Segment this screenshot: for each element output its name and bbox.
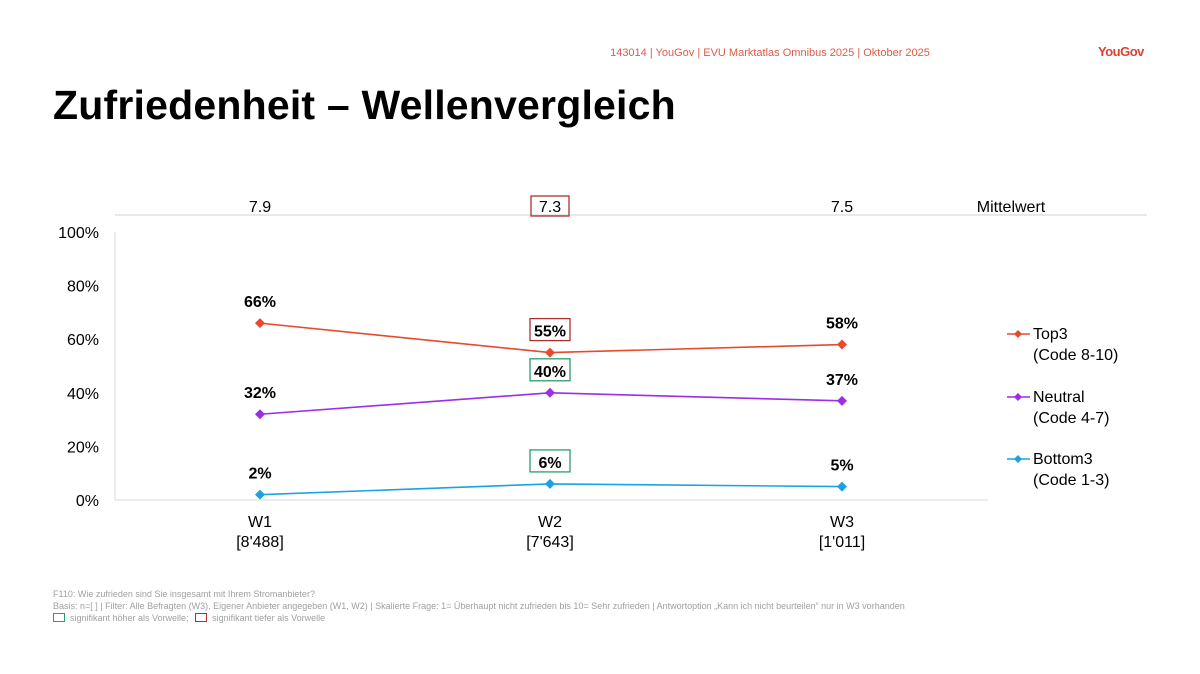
data-label-highlight-frame [529, 449, 571, 473]
data-label-top3-w1: 66% [244, 294, 276, 311]
data-label-highlight-frame [529, 317, 571, 342]
x-category-w3: W3 [830, 514, 854, 531]
significance-higher-box [53, 613, 65, 622]
significance-higher-label: signifikant höher als Vorwelle; [70, 613, 189, 623]
data-label-top3-w2: 55% [534, 324, 566, 341]
significance-lower-box [195, 613, 208, 622]
y-tick-label: 100% [58, 225, 99, 242]
yougov-logo: YouGov [1098, 44, 1144, 59]
mean-value-w1: 7.9 [249, 199, 271, 216]
data-label-neutral-w1: 32% [244, 385, 276, 402]
mean-highlight-frame [530, 195, 570, 217]
y-tick-label: 40% [67, 386, 99, 403]
legend-name-neutral: Neutral [1033, 389, 1085, 406]
legend-code-neutral: (Code 4-7) [1033, 410, 1109, 427]
legend-marker-bottom3 [1014, 455, 1022, 463]
significance-lower-label: signifikant tiefer als Vorwelle [212, 613, 326, 623]
data-label-neutral-w2: 40% [534, 364, 566, 381]
data-point-bottom3-w1 [255, 489, 265, 500]
legend-name-bottom3: Bottom3 [1033, 451, 1093, 468]
legend-marker-neutral [1014, 393, 1022, 401]
legend-name-top3: Top3 [1033, 326, 1068, 343]
data-label-bottom3-w1: 2% [248, 466, 271, 483]
mean-label: Mittelwert [977, 199, 1046, 216]
data-label-top3-w3: 58% [826, 316, 858, 333]
legend-code-top3: (Code 8-10) [1033, 347, 1118, 364]
data-label-bottom3-w2: 6% [538, 455, 561, 472]
data-label-highlight-frame [529, 358, 571, 382]
footer-basis: Basis: n=[ ] | Filter: Alle Befragten (W… [53, 601, 905, 611]
mean-value-w2: 7.3 [539, 199, 561, 216]
data-point-top3-w2 [545, 347, 555, 358]
mean-value-w3: 7.5 [831, 199, 853, 216]
legend-marker-top3 [1014, 330, 1022, 338]
legend-code-bottom3: (Code 1-3) [1033, 472, 1109, 489]
x-category-base-w2: [7'643] [526, 534, 574, 551]
x-category-w1: W1 [248, 514, 272, 531]
footer-significance-legend: signifikant höher als Vorwelle; signifik… [53, 612, 905, 624]
footer-notes: F110: Wie zufrieden sind Sie insgesamt m… [53, 588, 905, 624]
x-category-base-w3: [1'011] [819, 534, 865, 551]
y-tick-label: 0% [76, 493, 99, 510]
data-point-neutral-w3 [837, 395, 847, 406]
data-point-neutral-w2 [545, 387, 555, 398]
data-point-bottom3-w3 [837, 481, 847, 492]
data-point-neutral-w1 [255, 409, 265, 420]
data-point-top3-w3 [837, 339, 847, 350]
data-label-neutral-w3: 37% [826, 372, 858, 389]
footer-question: F110: Wie zufrieden sind Sie insgesamt m… [53, 589, 315, 599]
x-category-base-w1: [8'488] [236, 534, 284, 551]
data-point-top3-w1 [255, 318, 265, 329]
y-tick-label: 60% [67, 332, 99, 349]
data-label-bottom3-w3: 5% [830, 458, 853, 475]
page-title: Zufriedenheit – Wellenvergleich [53, 82, 676, 128]
x-category-w2: W2 [538, 514, 562, 531]
y-tick-label: 20% [67, 439, 99, 456]
source-line: 143014 | YouGov | EVU Marktatlas Omnibus… [610, 47, 930, 59]
data-point-bottom3-w2 [545, 478, 555, 489]
y-tick-label: 80% [67, 279, 99, 296]
